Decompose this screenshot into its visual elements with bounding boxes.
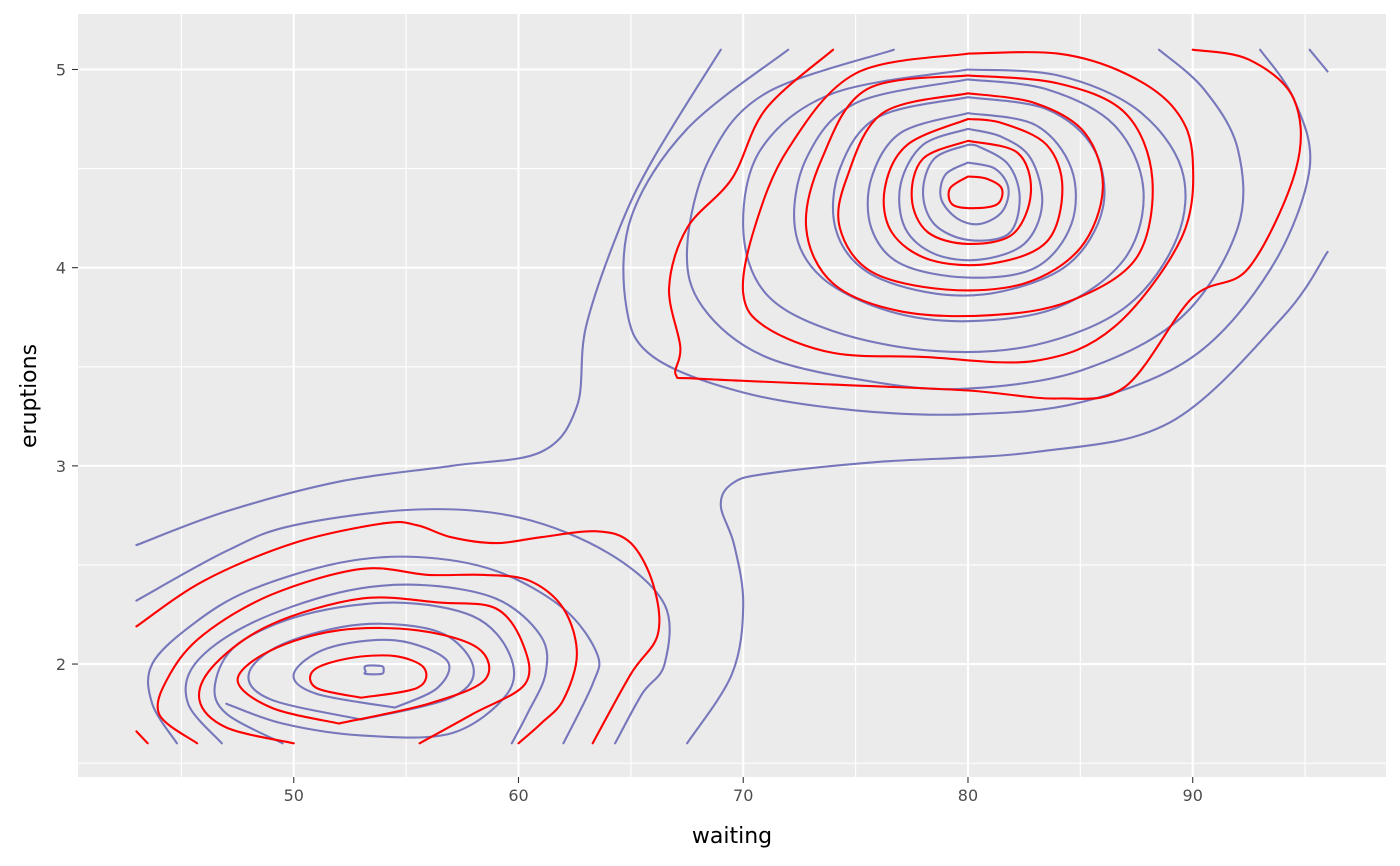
empirical-density-contour [156, 567, 578, 745]
smooth-density-contour [622, 48, 1312, 416]
y-tick-label: 4 [56, 259, 66, 278]
empirical-density-contour [236, 626, 491, 725]
smooth-density-contour [1308, 48, 1329, 73]
y-tick-label: 2 [56, 655, 66, 674]
empirical-density-contour [135, 521, 661, 745]
smooth-density-contour [793, 78, 1145, 323]
smooth-density-contour [898, 127, 1044, 262]
empirical-density-contour [309, 654, 428, 699]
plot-panel [78, 14, 1386, 777]
x-tick-label: 50 [284, 786, 304, 805]
smooth-density-contour [292, 638, 451, 709]
axis-ticks [72, 68, 1194, 783]
smooth-density-contour [147, 555, 601, 745]
x-axis-title: waiting [692, 824, 772, 849]
empirical-density-contour [135, 730, 149, 745]
smooth-density-contour [213, 601, 516, 745]
y-tick-label: 5 [56, 60, 66, 79]
smooth-density-contour [939, 161, 1010, 226]
empirical-density-contour [741, 51, 1195, 364]
empirical-density-contour [882, 117, 1064, 267]
smooth-density-contour [135, 508, 671, 745]
smooth-density-contour [363, 664, 385, 676]
y-tick-label: 3 [56, 457, 66, 476]
x-tick-label: 70 [733, 786, 753, 805]
empirical-density-contour [197, 596, 531, 745]
smooth-density-contour [866, 112, 1077, 279]
major-gridlines [78, 14, 1386, 777]
empirical-density-contour [910, 139, 1033, 245]
x-tick-label: 90 [1183, 786, 1203, 805]
smooth-density-contour [742, 68, 1187, 354]
empirical-density-contour [837, 92, 1104, 292]
empirical-density-contour [668, 48, 1302, 400]
minor-gridlines [78, 14, 1386, 777]
smooth-density-contour [921, 143, 1021, 242]
smooth-density-contour [686, 250, 1329, 745]
smooth-density-contour [184, 583, 549, 745]
y-axis-tick-labels: 2 3 4 5 [56, 60, 66, 674]
x-tick-label: 60 [508, 786, 528, 805]
contour-lines [135, 48, 1329, 745]
y-axis-title: eruptions [17, 344, 42, 448]
x-tick-label: 80 [958, 786, 978, 805]
smooth-density-contour [135, 48, 722, 547]
empirical-density-contour [804, 74, 1154, 318]
empirical-density-contour [947, 175, 1004, 210]
x-axis-tick-labels: 50 60 70 80 90 [284, 786, 1203, 805]
